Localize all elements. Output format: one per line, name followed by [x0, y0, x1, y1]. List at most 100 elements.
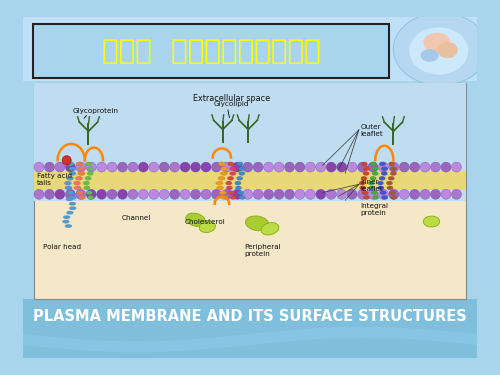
FancyBboxPatch shape [33, 24, 389, 78]
Ellipse shape [424, 33, 450, 53]
Circle shape [44, 162, 54, 172]
Circle shape [232, 189, 242, 199]
FancyBboxPatch shape [23, 17, 477, 358]
Ellipse shape [230, 171, 236, 176]
Circle shape [284, 189, 294, 199]
Circle shape [274, 189, 284, 199]
Circle shape [430, 162, 440, 172]
Ellipse shape [368, 186, 375, 190]
Circle shape [358, 189, 368, 199]
Text: Outer
leaflet: Outer leaflet [360, 124, 384, 137]
Circle shape [452, 189, 462, 199]
Ellipse shape [66, 198, 73, 201]
Ellipse shape [69, 206, 76, 210]
Text: Glycoprotein: Glycoprotein [73, 108, 119, 114]
Ellipse shape [84, 186, 90, 190]
Circle shape [295, 162, 305, 172]
Circle shape [118, 189, 128, 199]
Circle shape [62, 156, 71, 165]
Ellipse shape [66, 176, 73, 180]
Ellipse shape [372, 166, 378, 171]
Ellipse shape [368, 181, 374, 185]
Circle shape [368, 189, 378, 199]
Circle shape [420, 162, 430, 172]
Circle shape [295, 189, 305, 199]
Text: 第三章  细胞质膜与跨膜运输: 第三章 细胞质膜与跨膜运输 [102, 37, 320, 65]
Ellipse shape [380, 162, 386, 166]
Ellipse shape [360, 186, 366, 190]
Ellipse shape [86, 162, 91, 166]
Circle shape [284, 162, 294, 172]
Circle shape [170, 189, 179, 199]
Ellipse shape [230, 166, 236, 171]
Circle shape [441, 162, 451, 172]
Circle shape [400, 162, 409, 172]
Ellipse shape [378, 186, 384, 190]
Circle shape [76, 189, 86, 199]
Ellipse shape [76, 190, 84, 195]
Ellipse shape [239, 195, 246, 200]
Ellipse shape [88, 166, 94, 171]
Circle shape [86, 189, 96, 199]
Circle shape [118, 162, 128, 172]
Circle shape [190, 189, 200, 199]
Ellipse shape [78, 166, 86, 171]
Circle shape [138, 189, 148, 199]
Ellipse shape [370, 176, 376, 180]
Ellipse shape [380, 190, 386, 195]
Ellipse shape [219, 190, 226, 195]
Ellipse shape [69, 166, 76, 171]
Ellipse shape [377, 181, 384, 185]
Ellipse shape [389, 190, 396, 195]
Ellipse shape [226, 186, 232, 190]
Ellipse shape [66, 162, 74, 166]
Ellipse shape [69, 195, 76, 200]
Circle shape [441, 189, 451, 199]
Circle shape [159, 162, 169, 172]
Circle shape [76, 162, 86, 172]
Ellipse shape [186, 213, 206, 226]
Ellipse shape [76, 176, 82, 180]
Ellipse shape [388, 162, 394, 166]
Circle shape [326, 189, 336, 199]
Ellipse shape [216, 186, 224, 190]
Circle shape [264, 189, 274, 199]
Circle shape [253, 162, 263, 172]
Text: Glycolipid: Glycolipid [214, 101, 249, 107]
Circle shape [378, 189, 388, 199]
Circle shape [96, 189, 106, 199]
Ellipse shape [362, 190, 368, 195]
Ellipse shape [69, 202, 76, 206]
Ellipse shape [388, 176, 394, 180]
Circle shape [66, 189, 76, 199]
Ellipse shape [372, 171, 378, 176]
Circle shape [253, 189, 263, 199]
Circle shape [368, 162, 378, 172]
Ellipse shape [236, 186, 242, 190]
Circle shape [128, 189, 138, 199]
FancyBboxPatch shape [34, 82, 466, 298]
Text: Polar head: Polar head [43, 244, 81, 250]
Circle shape [347, 162, 357, 172]
Ellipse shape [218, 176, 225, 180]
Text: PLASMA MEMBRANE AND ITS SURFACE STRUCTURES: PLASMA MEMBRANE AND ITS SURFACE STRUCTUR… [33, 309, 467, 324]
Ellipse shape [236, 176, 243, 180]
Circle shape [66, 162, 76, 172]
Ellipse shape [361, 162, 368, 166]
Ellipse shape [64, 181, 71, 185]
Ellipse shape [68, 171, 76, 176]
Text: Peripheral
protein: Peripheral protein [244, 244, 281, 257]
Ellipse shape [361, 176, 367, 180]
Ellipse shape [363, 171, 370, 176]
Ellipse shape [390, 166, 396, 171]
Circle shape [44, 189, 54, 199]
Ellipse shape [261, 223, 279, 235]
Ellipse shape [74, 181, 80, 185]
Circle shape [378, 162, 388, 172]
Ellipse shape [85, 176, 91, 180]
Circle shape [201, 162, 211, 172]
Circle shape [389, 162, 399, 172]
Circle shape [55, 162, 65, 172]
Ellipse shape [379, 176, 386, 180]
Circle shape [316, 189, 326, 199]
